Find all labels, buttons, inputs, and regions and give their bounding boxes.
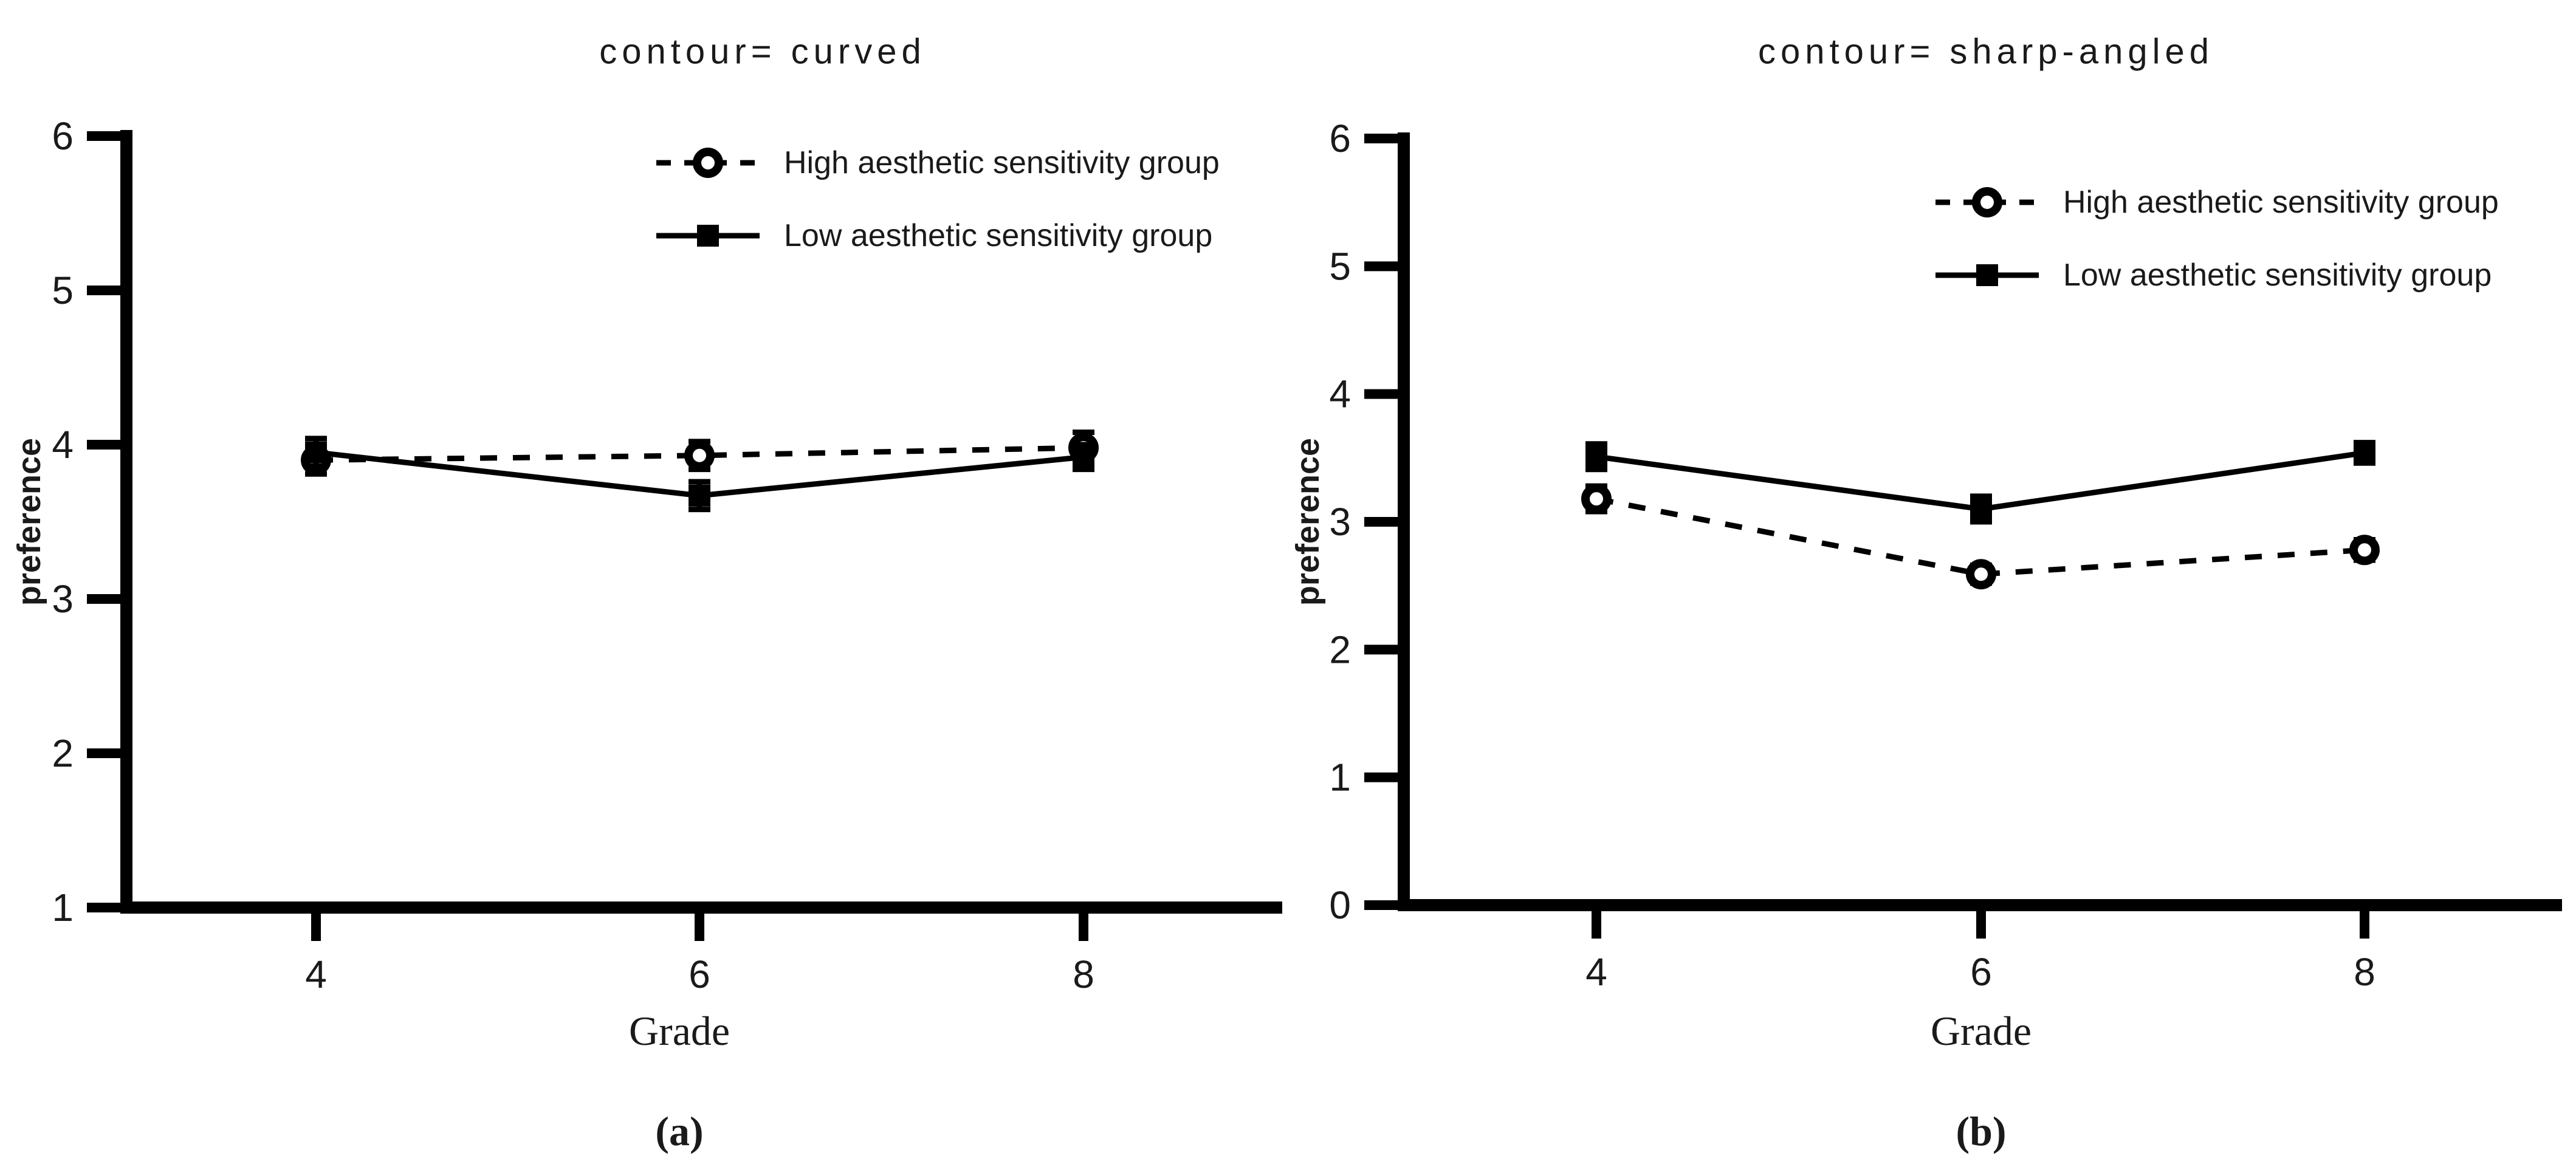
y-tick-label: 4 [52, 423, 74, 467]
filled-square-marker [1585, 445, 1607, 468]
x-tick-label: 4 [305, 953, 327, 996]
filled-square-marker [2354, 442, 2375, 464]
panel-title: contour= curved [599, 32, 926, 72]
open-circle-marker [2349, 535, 2380, 566]
open-circle-marker [1581, 484, 1612, 515]
y-axis-title: preference [11, 438, 47, 606]
legend-label: High aesthetic sensitivity group [2063, 185, 2499, 220]
x-axis-title: Grade [1931, 1008, 2032, 1054]
open-circle-marker [684, 440, 715, 471]
legend-label: Low aesthetic sensitivity group [784, 218, 1212, 253]
panel-caption: (b) [1956, 1108, 2006, 1154]
legend-open-circle-marker [1972, 187, 2002, 217]
filled-square-marker [1970, 498, 1992, 520]
series-line-dashed [315, 445, 1084, 463]
legend-filled-square-marker [1976, 264, 1998, 286]
x-tick-label: 6 [1970, 950, 1992, 994]
y-axis-title: preference [1290, 438, 1326, 606]
y-tick-label: 1 [1329, 756, 1351, 799]
y-tick-label: 5 [1329, 244, 1351, 288]
x-tick-label: 8 [1073, 953, 1094, 996]
y-tick-label: 4 [1329, 372, 1351, 416]
filled-square-marker [1073, 446, 1094, 468]
x-axis-title: Grade [629, 1008, 730, 1054]
x-tick-label: 4 [1585, 950, 1607, 994]
y-tick-label: 0 [1329, 883, 1351, 927]
legend-label: High aesthetic sensitivity group [784, 145, 1220, 180]
x-tick-label: 6 [689, 953, 710, 996]
y-tick-label: 5 [52, 269, 74, 312]
filled-square-marker [305, 441, 327, 464]
y-tick-label: 6 [1329, 117, 1351, 160]
panel-caption: (a) [655, 1108, 703, 1154]
y-tick-label: 3 [1329, 500, 1351, 544]
y-tick-label: 3 [52, 577, 74, 621]
x-tick-label: 8 [2354, 950, 2375, 994]
legend-label: Low aesthetic sensitivity group [2063, 258, 2492, 293]
legend-open-circle-marker [693, 148, 723, 178]
y-tick-label: 2 [52, 731, 74, 775]
legend-filled-square-marker [697, 225, 719, 247]
y-tick-label: 2 [1329, 628, 1351, 671]
filled-square-marker [689, 484, 710, 507]
y-tick-label: 1 [52, 886, 74, 929]
open-circle-marker [1966, 559, 1996, 590]
panel-title: contour= sharp-angled [1758, 32, 2214, 72]
y-tick-label: 6 [52, 114, 74, 158]
